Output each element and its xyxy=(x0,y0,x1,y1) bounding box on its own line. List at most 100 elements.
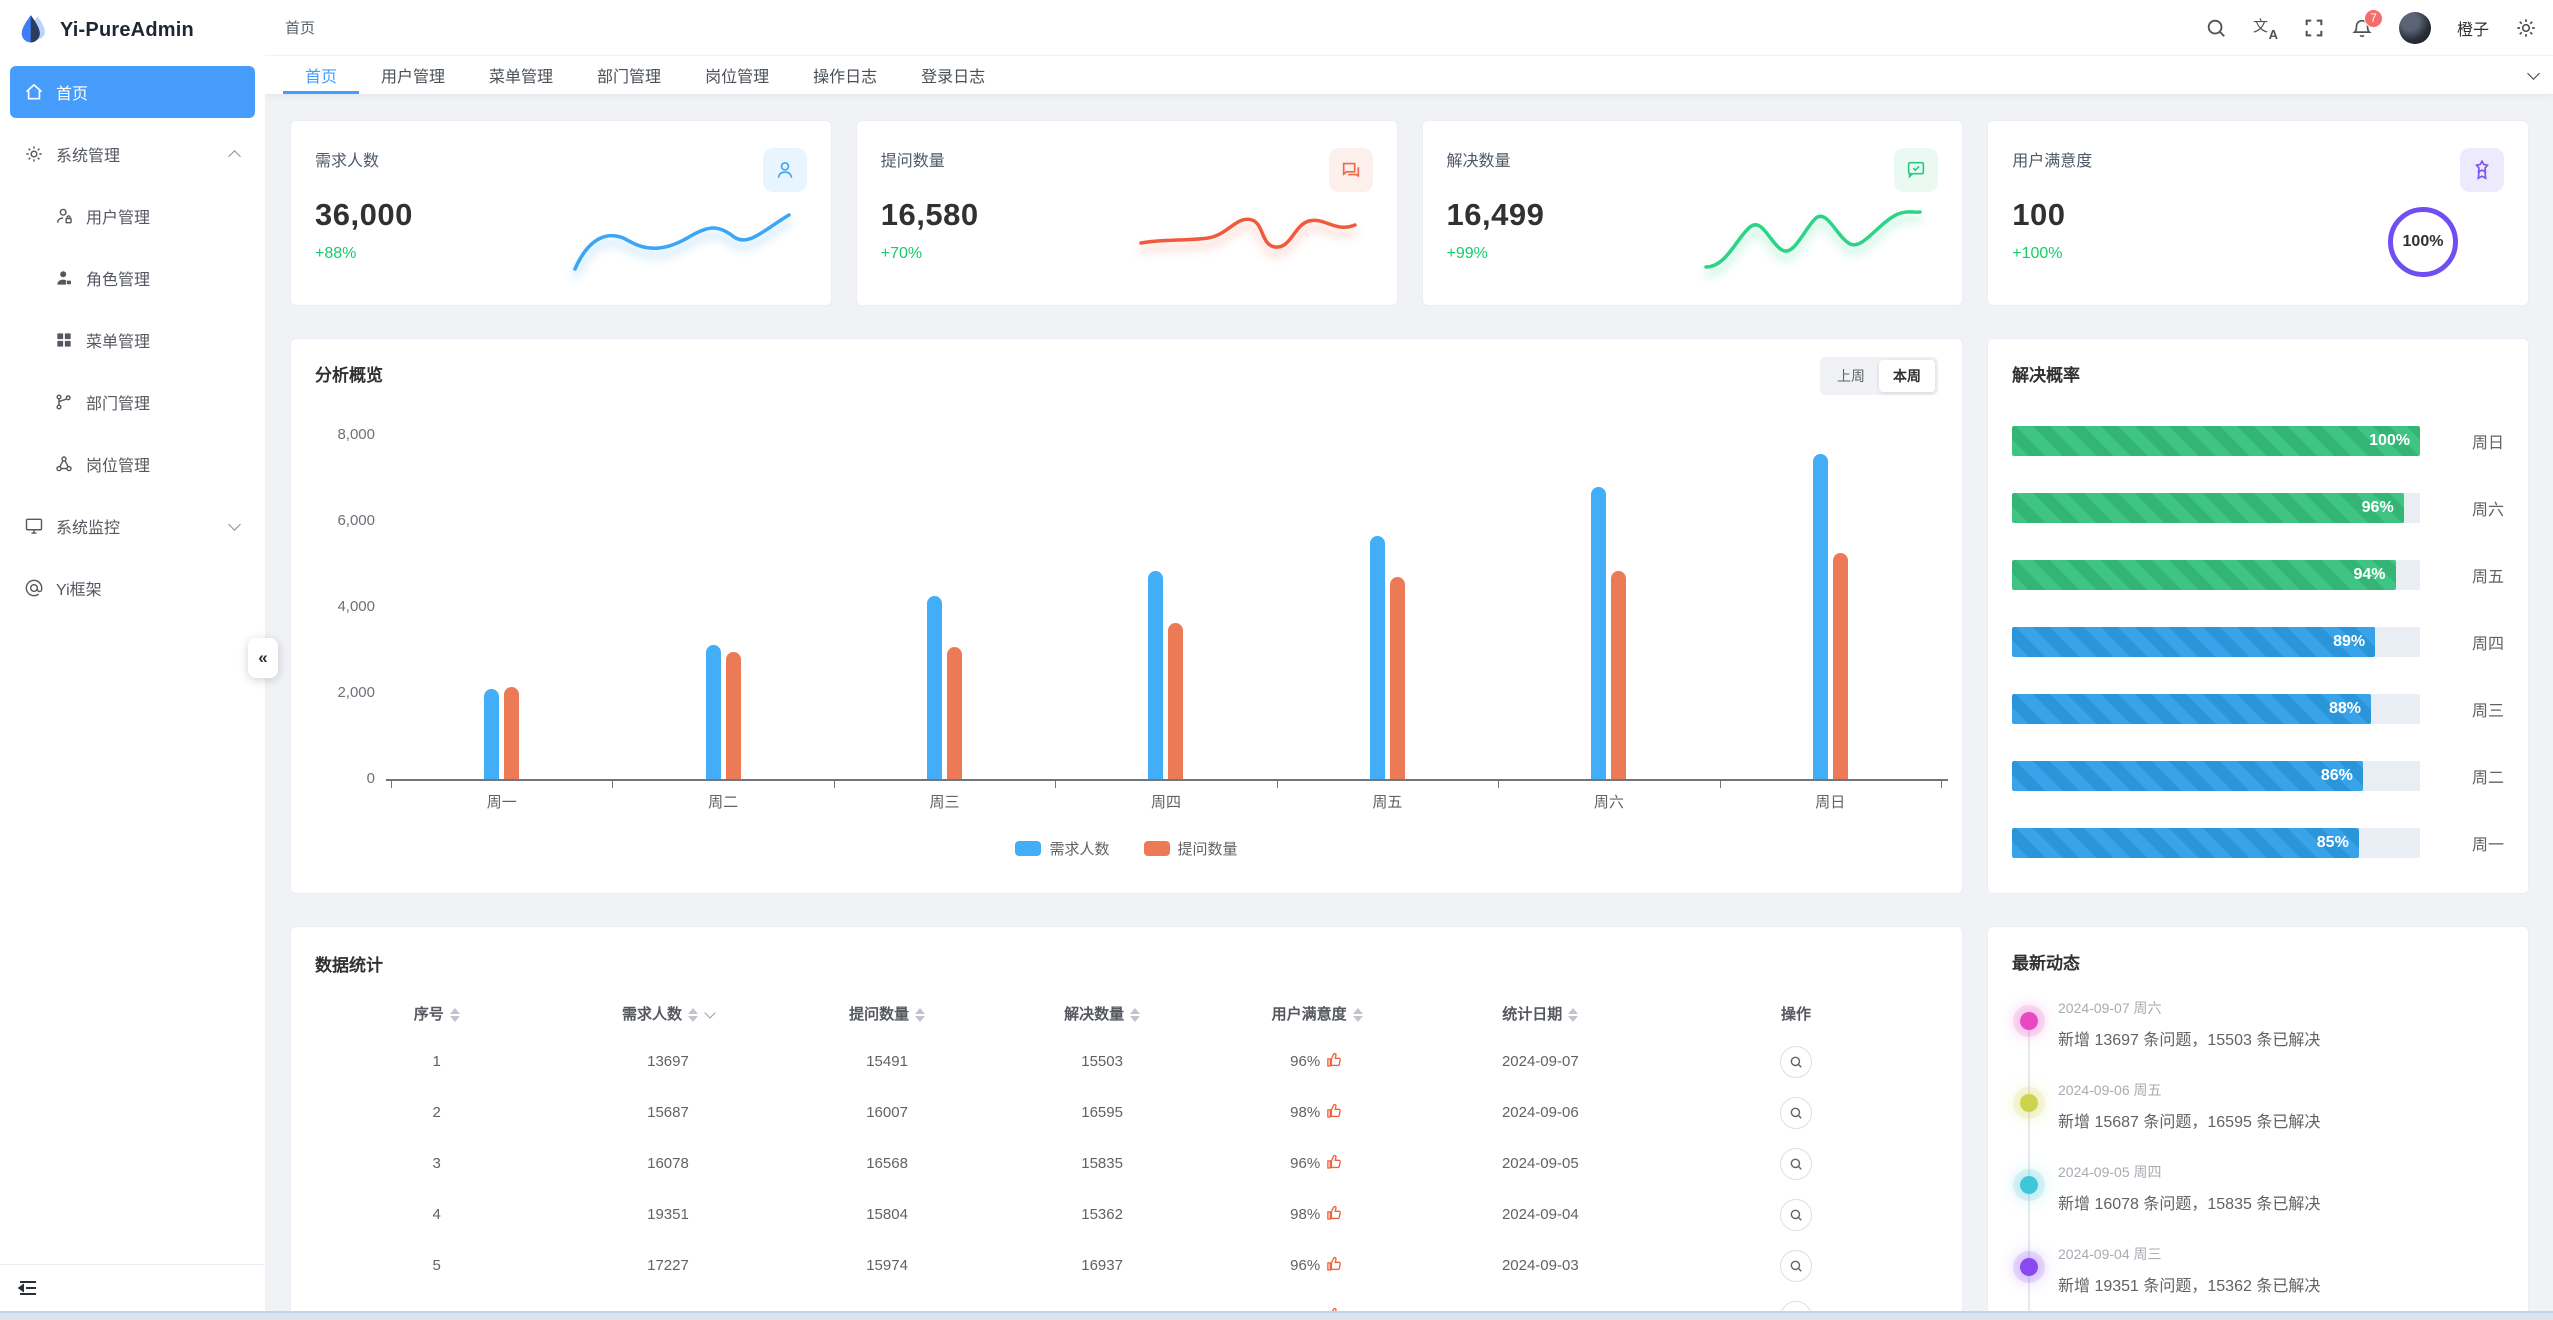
sidebar-item-用户管理[interactable]: 用户管理 xyxy=(10,190,255,242)
table-row: 3 16078 16568 15835 96% 2024-09-05 xyxy=(315,1138,1938,1189)
tab-岗位管理[interactable]: 岗位管理 xyxy=(705,69,770,86)
sort-icon[interactable] xyxy=(1352,1007,1363,1022)
sidebar-item-岗位管理[interactable]: 岗位管理 xyxy=(10,438,255,490)
column-header-需求人数[interactable]: 需求人数 xyxy=(558,990,777,1036)
bar-需求人数-周一[interactable] xyxy=(484,688,500,779)
legend-item-提问数量[interactable]: 提问数量 xyxy=(1143,838,1238,859)
logo[interactable]: Yi-PureAdmin xyxy=(0,0,265,60)
sort-icon[interactable] xyxy=(1130,1007,1141,1022)
x-axis-tick xyxy=(1719,781,1721,788)
cell-demand: 17227 xyxy=(647,1257,689,1274)
sidebar-collapse-button[interactable]: « xyxy=(248,638,278,678)
bar-需求人数-周六[interactable] xyxy=(1591,486,1607,779)
cell-questions: 15804 xyxy=(866,1206,908,1223)
toggle-本周[interactable]: 本周 xyxy=(1879,360,1935,392)
sidebar-item-菜单管理[interactable]: 菜单管理 xyxy=(10,314,255,366)
menu-fold-icon[interactable] xyxy=(16,1276,40,1300)
sidebar-item-角色管理[interactable]: 角色管理 xyxy=(10,252,255,304)
sidebar-item-Yi框架[interactable]: Yi框架 xyxy=(10,562,255,614)
tab-菜单管理[interactable]: 菜单管理 xyxy=(489,69,554,86)
column-header-解决数量[interactable]: 解决数量 xyxy=(997,990,1208,1036)
bar-需求人数-周五[interactable] xyxy=(1369,536,1385,779)
timeline-date: 2024-09-04 周三 xyxy=(2058,1246,2162,1262)
bar-提问数量-周三[interactable] xyxy=(947,647,963,779)
bar-提问数量-周日[interactable] xyxy=(1832,553,1848,779)
bar-提问数量-周六[interactable] xyxy=(1611,571,1627,779)
sort-icon[interactable] xyxy=(687,1007,698,1022)
tab-登录日志[interactable]: 登录日志 xyxy=(921,69,986,86)
column-header-提问数量[interactable]: 提问数量 xyxy=(778,990,997,1036)
legend-swatch xyxy=(1015,841,1042,856)
bar-提问数量-周二[interactable] xyxy=(725,651,741,779)
bar-需求人数-周日[interactable] xyxy=(1812,454,1828,779)
progress-day-label: 周六 xyxy=(2471,502,2504,519)
bar-group-周五 xyxy=(1277,435,1498,779)
probability-row-周三: 88% 周三 xyxy=(2012,694,2504,724)
bar-提问数量-周一[interactable] xyxy=(504,686,520,779)
chat-check-icon xyxy=(1894,148,1939,192)
horizontal-scrollbar[interactable] xyxy=(0,1311,2553,1320)
cell-date: 2024-09-03 xyxy=(1501,1257,1579,1274)
toggle-上周[interactable]: 上周 xyxy=(1837,368,1865,384)
sidebar-item-系统监控[interactable]: 系统监控 xyxy=(10,500,255,552)
bar-需求人数-周二[interactable] xyxy=(705,644,721,779)
view-detail-button[interactable] xyxy=(1779,1198,1812,1231)
bar-需求人数-周四[interactable] xyxy=(1148,571,1164,779)
stat-card-demand: 需求人数 36,000 +88% xyxy=(290,120,832,306)
view-detail-button[interactable] xyxy=(1779,1300,1812,1311)
cell-solved: 16937 xyxy=(1081,1257,1123,1274)
at-icon xyxy=(24,578,44,598)
tab-首页[interactable]: 首页 xyxy=(283,56,360,94)
tab-部门管理[interactable]: 部门管理 xyxy=(597,69,662,86)
bar-需求人数-周三[interactable] xyxy=(927,595,943,779)
probability-row-周二: 86% 周二 xyxy=(2012,761,2504,791)
tab-用户管理[interactable]: 用户管理 xyxy=(381,69,446,86)
gear-icon xyxy=(24,144,44,164)
satisfaction-gauge: 100% xyxy=(2388,207,2458,277)
user-name[interactable]: 橙子 xyxy=(2456,21,2489,39)
cell-date: 2024-09-05 xyxy=(1501,1155,1579,1172)
bar-group-周一 xyxy=(391,435,612,779)
gear-icon[interactable] xyxy=(2515,17,2537,39)
progress-day-label: 周二 xyxy=(2471,770,2504,787)
sidebar-item-部门管理[interactable]: 部门管理 xyxy=(10,376,255,428)
tabs-dropdown-chevron[interactable] xyxy=(2513,56,2553,94)
column-header-统计日期[interactable]: 统计日期 xyxy=(1427,990,1654,1036)
search-icon[interactable] xyxy=(2205,17,2227,39)
x-axis-tick xyxy=(391,781,392,788)
stat-value: 16,580 xyxy=(880,197,979,232)
progress-percent: 100% xyxy=(2369,432,2410,449)
view-detail-button[interactable] xyxy=(1779,1249,1812,1282)
tab-操作日志[interactable]: 操作日志 xyxy=(813,69,878,86)
column-header-序号[interactable]: 序号 xyxy=(315,990,558,1036)
bar-group-周四 xyxy=(1055,435,1276,779)
sidebar-item-label: 用户管理 xyxy=(86,210,151,227)
view-detail-button[interactable] xyxy=(1779,1147,1812,1180)
legend-item-需求人数[interactable]: 需求人数 xyxy=(1015,838,1110,859)
timeline-date: 2024-09-07 周六 xyxy=(2058,1000,2162,1016)
timeline-dot xyxy=(2020,1094,2038,1112)
progress-fill: 96% xyxy=(2012,493,2404,523)
bell-icon[interactable]: 7 xyxy=(2351,8,2383,39)
y-axis-label: 8,000 xyxy=(337,426,375,443)
timeline-dot xyxy=(2020,1012,2038,1030)
sort-icon[interactable] xyxy=(449,1007,460,1022)
sort-icon[interactable] xyxy=(1568,1007,1579,1022)
filter-chevron-icon[interactable] xyxy=(704,1006,716,1019)
bar-提问数量-周五[interactable] xyxy=(1389,577,1405,779)
chevron-up-icon xyxy=(228,149,241,163)
sort-icon[interactable] xyxy=(915,1007,926,1022)
cell-demand: 15687 xyxy=(647,1104,689,1121)
bar-提问数量-周四[interactable] xyxy=(1168,623,1184,779)
sidebar-item-首页[interactable]: 首页 xyxy=(10,66,255,118)
timeline-item: 2024-09-04 周三 新增 19351 条问题，15362 条已解决 xyxy=(2012,1244,2504,1296)
column-header-用户满意度[interactable]: 用户满意度 xyxy=(1208,990,1427,1036)
view-detail-button[interactable] xyxy=(1779,1096,1812,1129)
fullscreen-icon[interactable] xyxy=(2303,17,2325,39)
sidebar-item-系统管理[interactable]: 系统管理 xyxy=(10,128,255,180)
home-icon xyxy=(24,82,44,102)
view-detail-button[interactable] xyxy=(1779,1045,1812,1078)
progress-percent: 96% xyxy=(2361,499,2394,516)
avatar[interactable] xyxy=(2398,11,2431,44)
